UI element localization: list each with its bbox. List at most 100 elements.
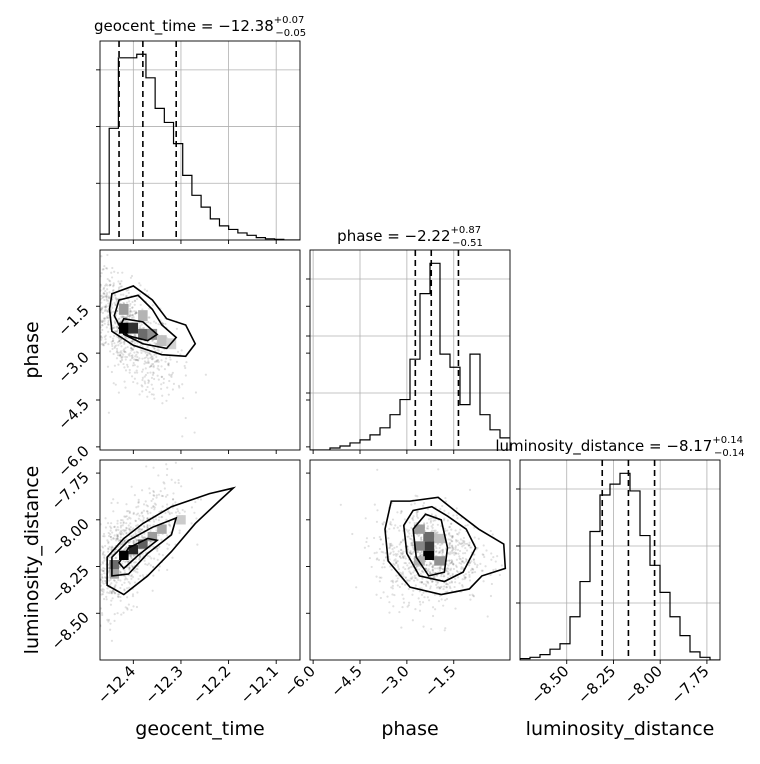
sample-point — [129, 302, 132, 306]
sample-point — [92, 613, 94, 615]
sample-point — [489, 529, 492, 533]
sample-point — [427, 568, 430, 571]
sample-point — [456, 517, 459, 520]
sample-point — [404, 576, 407, 580]
sample-point — [105, 304, 108, 307]
sample-point — [141, 370, 144, 373]
sample-point — [183, 510, 186, 513]
sample-point — [477, 537, 480, 540]
sample-point — [119, 354, 122, 357]
sample-point — [109, 283, 112, 286]
sample-point — [133, 561, 136, 564]
sample-point — [449, 586, 452, 590]
sample-point — [143, 360, 147, 363]
sample-point — [113, 613, 116, 616]
sample-point — [107, 531, 110, 535]
sample-point — [120, 315, 123, 318]
sample-point — [147, 360, 150, 363]
sample-point — [128, 354, 131, 357]
sample-point — [447, 552, 450, 555]
sample-point — [103, 576, 107, 579]
sample-point — [100, 607, 102, 610]
sample-point — [450, 581, 454, 584]
sample-point — [158, 516, 161, 519]
sample-point — [97, 320, 99, 322]
sample-point — [180, 485, 183, 488]
sample-point — [455, 514, 459, 517]
sample-point — [410, 537, 413, 541]
sample-point — [180, 349, 183, 352]
sample-point — [470, 567, 474, 570]
sample-point — [395, 560, 398, 563]
x-tick-label: −1.5 — [421, 662, 459, 700]
sample-point — [177, 384, 181, 387]
sample-point — [76, 603, 78, 605]
sample-point — [476, 564, 479, 567]
sample-point — [110, 548, 113, 551]
sample-point — [102, 287, 105, 291]
sample-point — [141, 514, 144, 518]
sample-point — [382, 562, 385, 565]
sample-point — [102, 535, 105, 538]
sample-point — [63, 254, 65, 256]
sample-point — [396, 579, 399, 583]
sample-point — [166, 493, 169, 497]
sample-point — [91, 603, 93, 605]
sample-point — [108, 279, 111, 282]
sample-point — [146, 526, 149, 530]
sample-point — [133, 581, 137, 584]
sample-point — [415, 511, 418, 514]
sample-point — [114, 584, 117, 587]
sample-point — [65, 615, 67, 617]
sample-point — [393, 546, 396, 549]
sample-point — [133, 333, 136, 337]
sample-point — [401, 552, 404, 555]
x-tick-label: −12.4 — [94, 662, 139, 707]
sample-point — [118, 539, 121, 542]
sample-point — [378, 576, 381, 579]
sample-point — [128, 528, 131, 531]
sample-point — [132, 541, 135, 544]
sample-point — [123, 539, 126, 542]
sample-point — [123, 539, 126, 542]
sample-point — [389, 544, 393, 547]
sample-point — [85, 591, 87, 593]
sample-point — [127, 527, 130, 530]
sample-point — [66, 302, 68, 304]
sample-point — [473, 570, 477, 574]
sample-point — [90, 578, 92, 580]
sample-point — [145, 504, 148, 507]
sample-point — [142, 525, 146, 528]
sample-point — [459, 528, 462, 531]
sample-point — [120, 345, 123, 348]
sample-point — [461, 560, 465, 563]
sample-point — [85, 631, 87, 633]
sample-point — [498, 573, 501, 577]
sample-point — [118, 340, 121, 343]
sample-point — [157, 359, 160, 362]
sample-point — [100, 335, 102, 339]
sample-point — [431, 564, 435, 567]
sample-point — [448, 526, 451, 529]
sample-point — [125, 316, 128, 319]
sample-point — [94, 581, 96, 583]
sample-point — [96, 314, 98, 316]
sample-point — [136, 382, 139, 385]
sample-point — [444, 599, 447, 602]
sample-point — [373, 503, 376, 506]
sample-point — [449, 551, 452, 554]
sample-point — [116, 519, 119, 522]
sample-point — [147, 357, 150, 360]
sample-point — [123, 569, 126, 572]
sample-point — [111, 592, 114, 595]
sample-point — [130, 564, 133, 567]
sample-point — [408, 579, 411, 582]
sample-point — [122, 559, 125, 562]
sample-point — [184, 366, 187, 370]
sample-point — [104, 289, 107, 293]
sample-point — [95, 346, 97, 348]
sample-point — [196, 543, 199, 546]
sample-point — [445, 582, 448, 586]
sample-point — [441, 549, 444, 552]
